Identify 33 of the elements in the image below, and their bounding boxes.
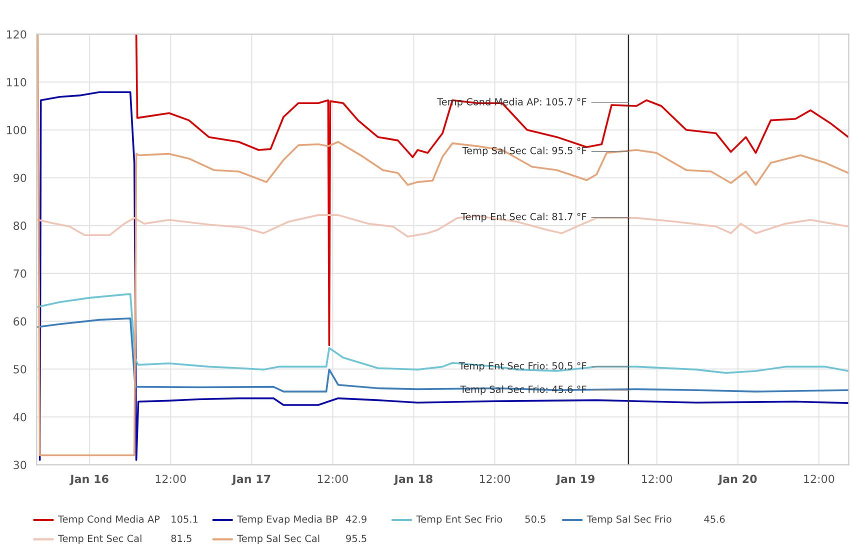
legend-label: Temp Ent Sec Cal bbox=[58, 534, 142, 544]
x-tick-label: 12:00 bbox=[318, 474, 348, 484]
y-tick-label: 100 bbox=[6, 126, 26, 134]
text: 42.9 bbox=[346, 515, 366, 523]
text: 95.5 bbox=[346, 534, 366, 542]
y-tick-label: 50 bbox=[14, 365, 26, 374]
x-tick-label: Jan 17 bbox=[232, 474, 270, 486]
legend-label: Temp Sal Sec Frio bbox=[586, 515, 672, 525]
y-tick-label: 120 bbox=[6, 30, 26, 39]
x-tick-label: 12:00 bbox=[642, 474, 672, 484]
legend-label: Temp Sal Sec Cal bbox=[237, 534, 320, 544]
annotation: Temp Ent Sec Cal: 81.7 °F bbox=[460, 212, 586, 222]
x-tick-label: Jan 18 bbox=[394, 474, 432, 486]
text: 45.6 bbox=[704, 515, 725, 523]
legend-label: Temp Ent Sec Frio bbox=[416, 515, 502, 525]
y-tick-label: 110 bbox=[6, 78, 26, 86]
y-tick-label: 90 bbox=[14, 174, 26, 182]
text: 50.5 bbox=[525, 515, 546, 523]
x-tick-label: Jan 20 bbox=[718, 474, 757, 486]
y-tick-label: 80 bbox=[14, 222, 26, 230]
y-tick-label: 30 bbox=[14, 460, 26, 470]
text: 105.1 bbox=[172, 515, 198, 523]
x-tick-label: 12:00 bbox=[156, 474, 186, 484]
legend-label: Temp Evap Media BP bbox=[237, 515, 338, 525]
y-tick-label: 60 bbox=[14, 317, 26, 326]
x-tick-label: Jan 16 bbox=[70, 474, 108, 486]
x-tick-label: Jan 19 bbox=[556, 474, 595, 486]
y-tick-label: 40 bbox=[13, 412, 26, 422]
y-tick-label: 70 bbox=[14, 269, 26, 278]
x-tick-label: 12:00 bbox=[804, 474, 834, 484]
legend-label: Temp Cond Media AP bbox=[58, 515, 160, 525]
x-tick-label: 12:00 bbox=[480, 474, 510, 484]
text: 81.5 bbox=[171, 534, 192, 542]
